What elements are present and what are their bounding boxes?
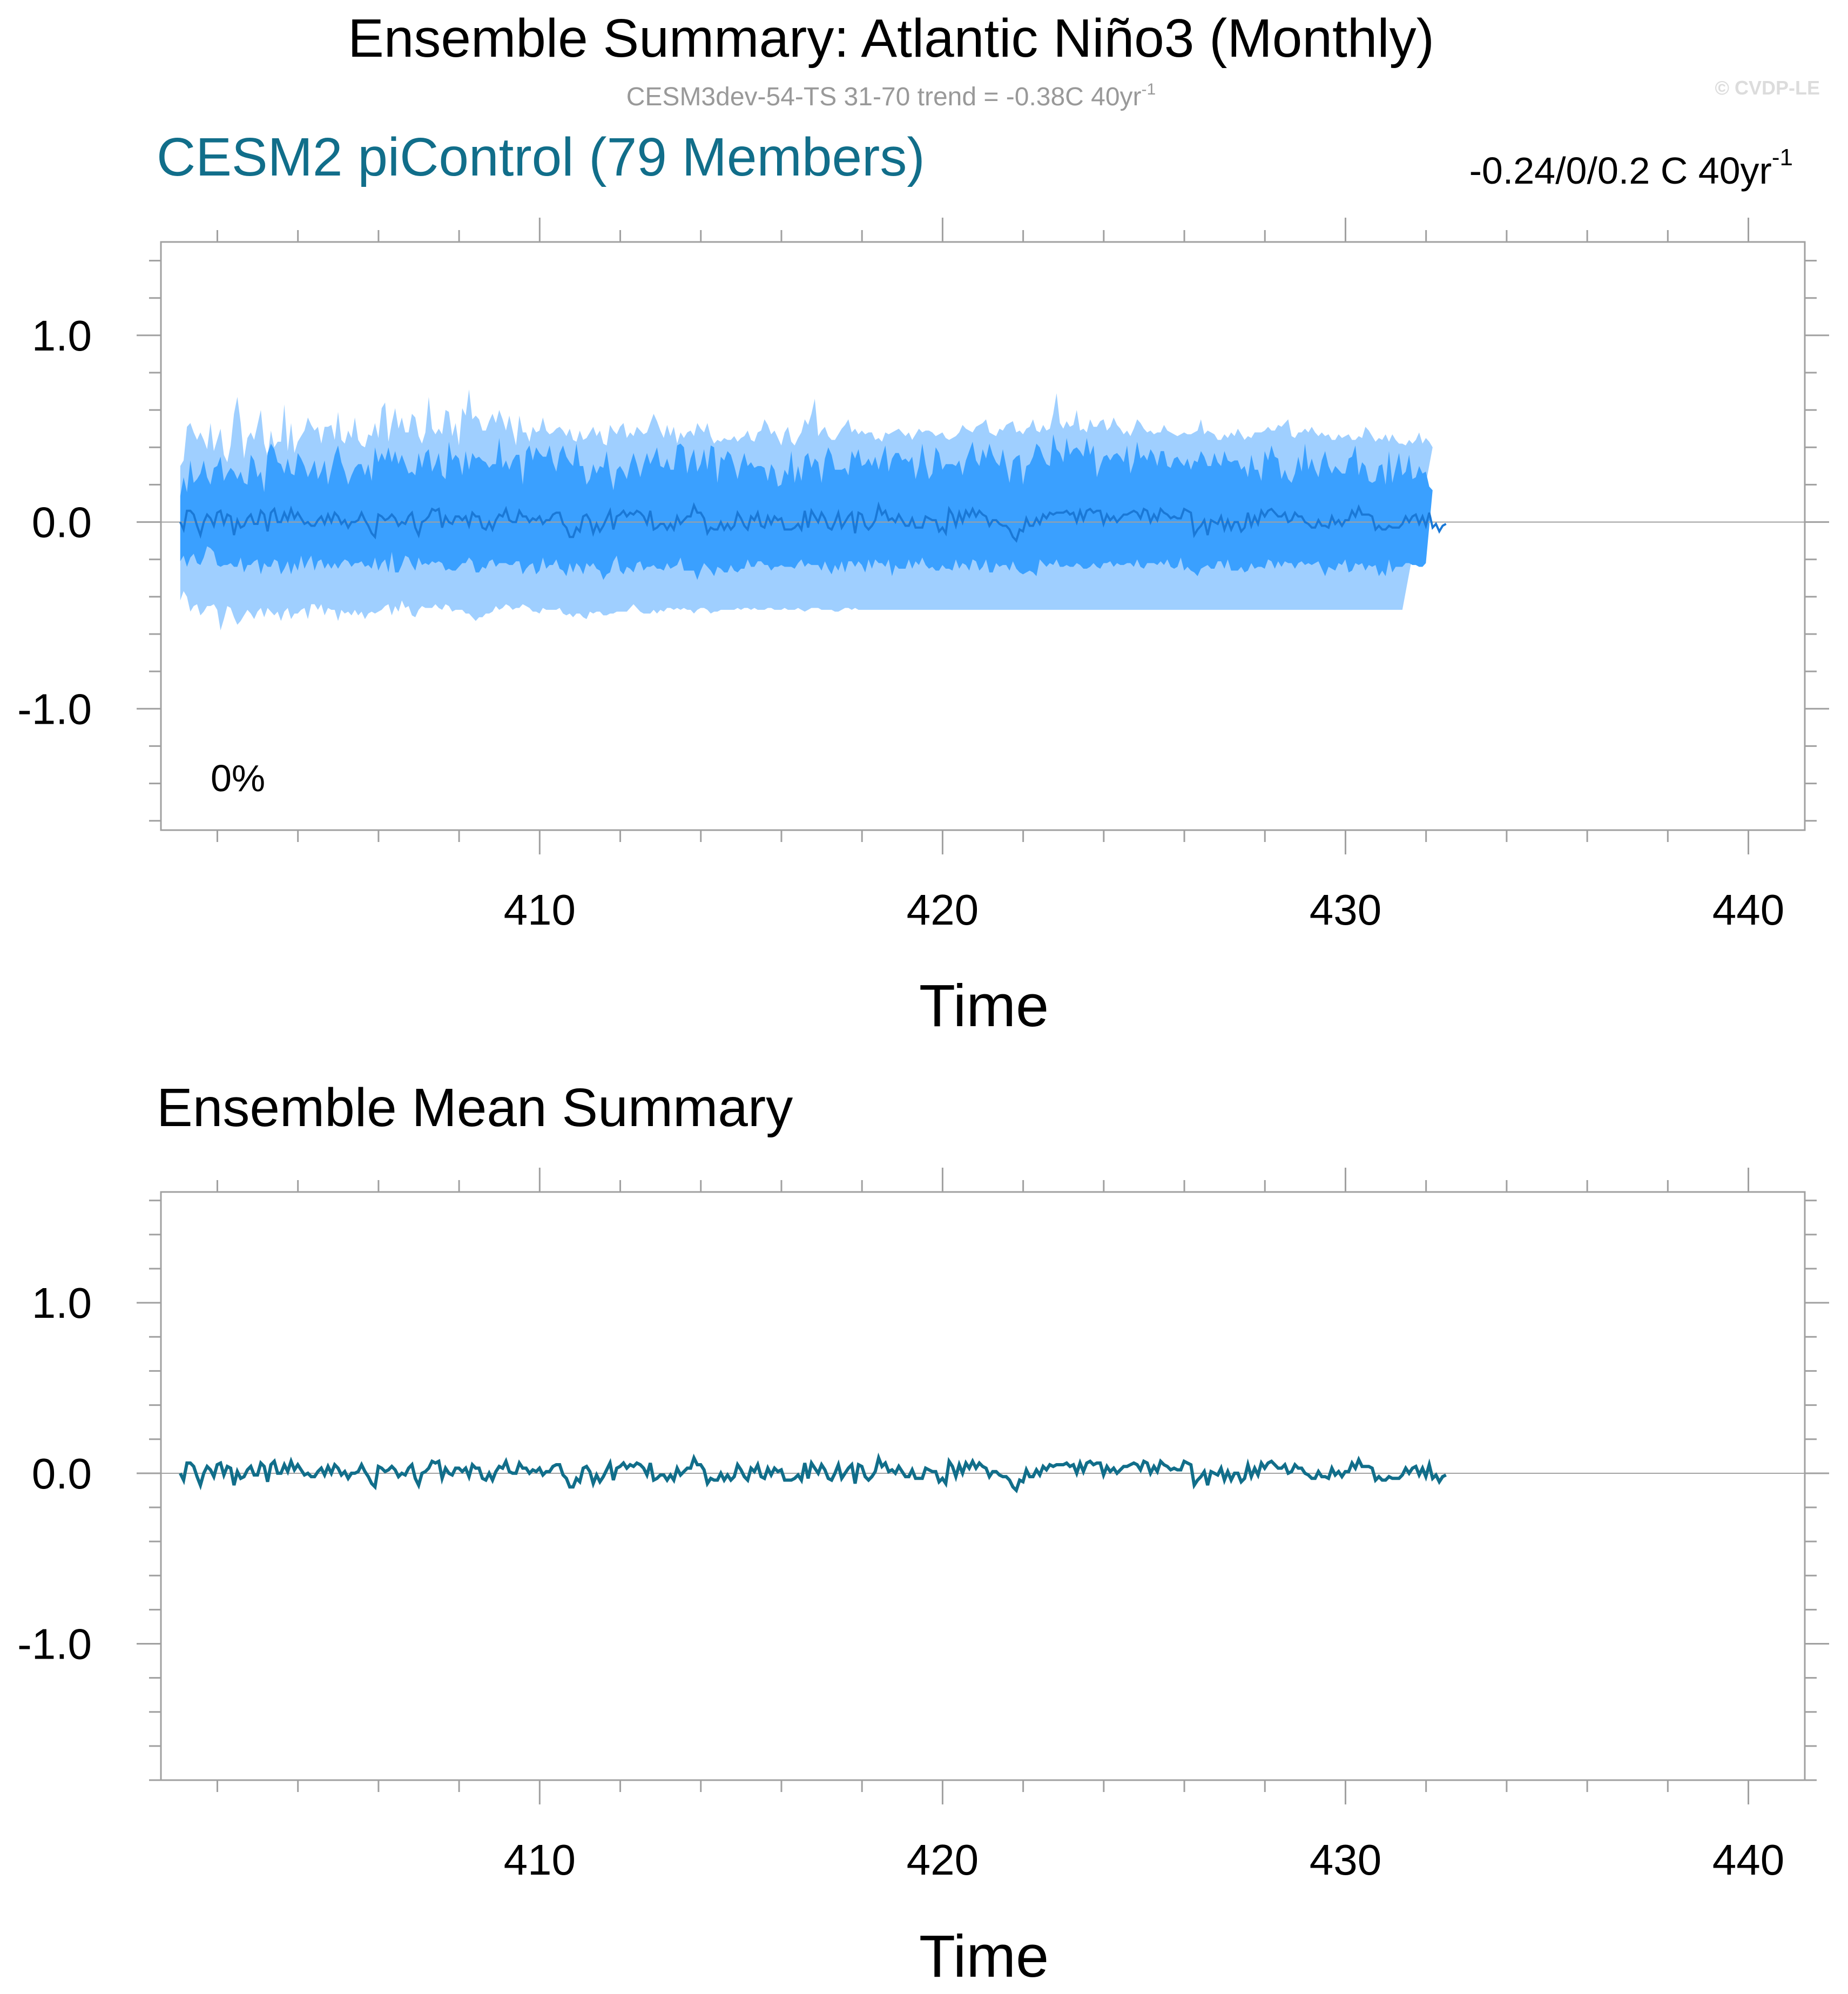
inner-percentile-band [180, 434, 1433, 580]
panel-2-title: Ensemble Mean Summary [157, 1077, 793, 1138]
panel-2-xtick-label: 440 [1712, 1836, 1784, 1884]
panel-2-frame [160, 1191, 1806, 1781]
panel-2-xtick-label: 420 [907, 1836, 979, 1884]
panel-1-trend-sup: -1 [1772, 144, 1793, 171]
panel-1-x-axis-label: Time [919, 973, 1049, 1039]
panel-1-ytick-label: -1.0 [17, 685, 92, 733]
panel-1-dataset-title: CESM2 piControl (79 Members) [157, 127, 925, 187]
panel-1-xtick-label: 410 [504, 886, 576, 934]
figure-subtitle: CESM3dev-54-TS 31-70 trend = -0.38C 40yr… [626, 80, 1156, 111]
panel-1-trend-label: -0.24/0/0.2 C 40yr-1 [1469, 144, 1793, 192]
panel-2-plot: 410 420 430 440 1.0 0.0 -1.0 [17, 1168, 1829, 1884]
watermark: © CVDP-LE [1715, 77, 1820, 99]
figure-title: Ensemble Summary: Atlantic Niño3 (Monthl… [348, 8, 1434, 69]
panel-2-ytick-label: 0.0 [32, 1450, 92, 1498]
panel-1-plot: 410 420 430 440 1.0 0.0 -1.0 [17, 218, 1829, 934]
panel-2-ytick-label: -1.0 [17, 1620, 92, 1668]
figure-subtitle-main: CESM3dev-54-TS 31-70 trend = -0.38C 40yr [626, 83, 1142, 111]
figure-subtitle-sup: -1 [1142, 80, 1156, 98]
panel-2-ytick-label: 1.0 [32, 1279, 92, 1327]
panel-1-ytick-label: 1.0 [32, 312, 92, 360]
panel-1-frame [160, 241, 1806, 831]
panel-1-trend-main: -0.24/0/0.2 C 40yr [1469, 150, 1772, 192]
panel-2-xtick-label: 410 [504, 1836, 576, 1884]
panel-2-x-axis-label: Time [919, 1923, 1049, 1990]
ensemble-mean-line [179, 501, 1447, 543]
panel-2-xtick-label: 430 [1310, 1836, 1381, 1884]
panel-1-ytick-label: 0.0 [32, 499, 92, 547]
panel-1-xtick-label: 430 [1310, 886, 1381, 934]
panel-1-xtick-label: 420 [907, 886, 979, 934]
ensemble-mean-summary-line [179, 1452, 1447, 1493]
panel-1-xtick-label: 440 [1712, 886, 1784, 934]
panel-1-percent-annotation: 0% [211, 757, 265, 799]
